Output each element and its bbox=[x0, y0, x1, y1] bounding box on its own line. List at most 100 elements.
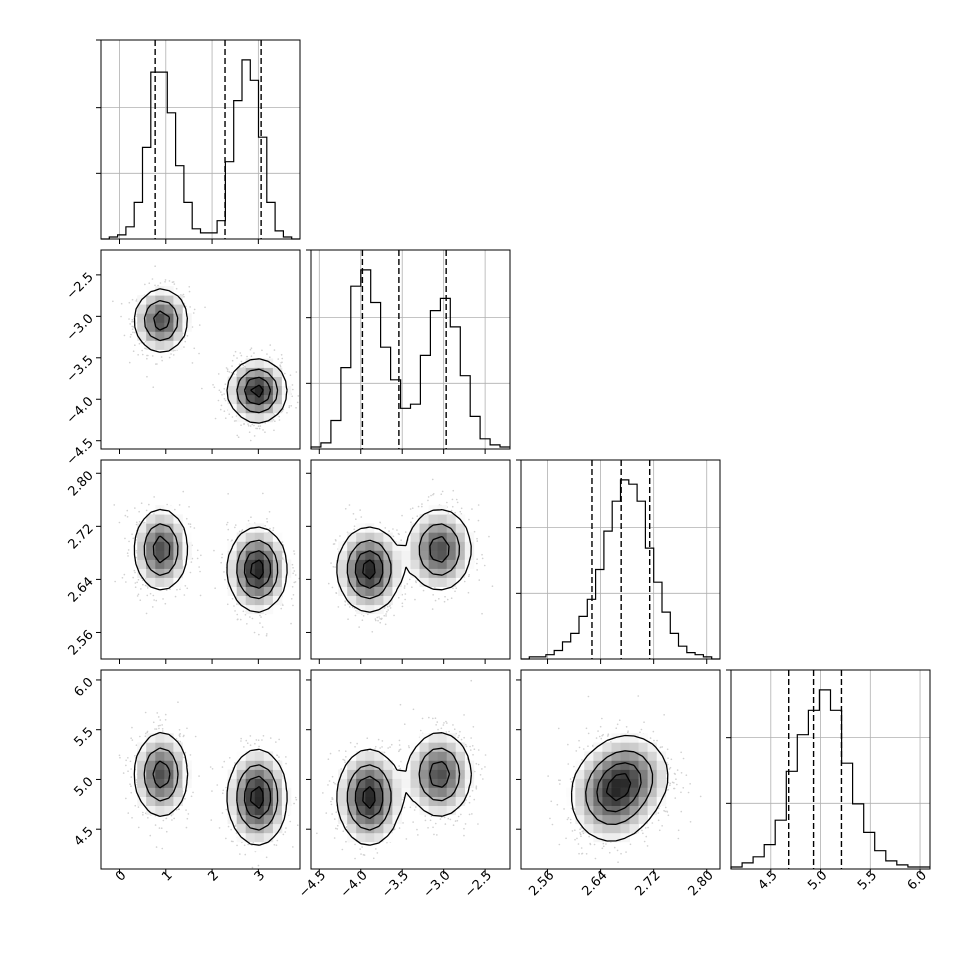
density-cell bbox=[155, 568, 165, 578]
density-cell bbox=[254, 568, 265, 578]
density-cell bbox=[446, 559, 457, 569]
density-cell bbox=[164, 541, 174, 551]
density-cell bbox=[254, 385, 265, 396]
density-cell bbox=[446, 733, 457, 743]
density-cell bbox=[428, 523, 438, 533]
density-cell bbox=[137, 313, 147, 323]
x-tick-label: 3 bbox=[252, 868, 268, 884]
density-cell bbox=[236, 385, 247, 396]
density-cell bbox=[245, 577, 256, 587]
density-cell bbox=[254, 814, 265, 825]
density-cell bbox=[593, 742, 603, 752]
hist-step-line bbox=[101, 59, 300, 240]
density-cell bbox=[155, 586, 165, 596]
density-cell bbox=[146, 322, 156, 332]
density-cell bbox=[245, 385, 256, 396]
density-cell bbox=[401, 541, 411, 551]
density-cell bbox=[638, 769, 648, 779]
density-cell bbox=[245, 559, 256, 569]
density-cell bbox=[446, 778, 457, 788]
density-cell bbox=[254, 541, 265, 551]
density-cell bbox=[245, 814, 256, 825]
density-cell bbox=[272, 541, 283, 551]
density-cell bbox=[236, 568, 247, 578]
density-cell bbox=[656, 778, 667, 788]
density-cell bbox=[464, 760, 475, 770]
density-cell bbox=[446, 550, 457, 560]
x-tick-label: 5.5 bbox=[855, 868, 880, 893]
x-tick-label: 0 bbox=[113, 868, 129, 884]
density-cell bbox=[347, 532, 357, 542]
density-cell bbox=[365, 541, 375, 551]
density-cell bbox=[155, 760, 165, 770]
density-cell bbox=[146, 550, 156, 560]
density-cell bbox=[446, 541, 457, 551]
density-cell bbox=[428, 742, 438, 752]
density-cell bbox=[392, 559, 402, 569]
density-cell bbox=[227, 385, 237, 396]
density-cell bbox=[245, 595, 256, 606]
density-cell bbox=[620, 778, 630, 788]
density-cell bbox=[146, 541, 156, 551]
density-cell bbox=[410, 550, 420, 560]
density-cell bbox=[254, 751, 265, 761]
density-cell bbox=[338, 577, 348, 587]
density-cell bbox=[611, 814, 621, 825]
y-tick-label: −2.5 bbox=[64, 270, 97, 303]
density-cell bbox=[446, 769, 457, 779]
contour-line bbox=[133, 508, 288, 613]
density-cell bbox=[419, 751, 429, 761]
density-cell bbox=[263, 577, 274, 587]
density-cell bbox=[254, 805, 265, 816]
density-cell bbox=[155, 523, 165, 533]
density-cell bbox=[281, 577, 292, 587]
density-cell bbox=[281, 394, 292, 405]
scatter-panel-1-0 bbox=[112, 265, 300, 442]
y-tick-label: 2.56 bbox=[66, 628, 97, 659]
density-cell bbox=[365, 832, 375, 843]
density-cell bbox=[254, 532, 265, 542]
density-cell bbox=[392, 796, 402, 806]
panel-content bbox=[112, 265, 300, 442]
density-cell bbox=[419, 769, 429, 779]
density-cell bbox=[137, 523, 147, 533]
density-cell bbox=[455, 787, 466, 797]
density-cell bbox=[164, 733, 174, 743]
density-cell bbox=[338, 586, 348, 596]
density-cell bbox=[137, 304, 147, 314]
density-cell bbox=[419, 559, 429, 569]
density-cell bbox=[164, 331, 174, 341]
density-cell bbox=[410, 559, 420, 569]
density-cell bbox=[647, 751, 657, 761]
panel-content bbox=[316, 679, 487, 860]
density-cell bbox=[437, 733, 447, 743]
density-cell bbox=[164, 532, 174, 542]
y-tick-label: 2.72 bbox=[66, 521, 97, 552]
density-cell bbox=[455, 550, 466, 560]
density-cell bbox=[254, 778, 265, 788]
density-cell bbox=[638, 814, 648, 825]
contour-line bbox=[152, 535, 272, 589]
density-cell bbox=[236, 823, 247, 834]
density-cell bbox=[428, 733, 438, 743]
density-cell bbox=[146, 304, 156, 314]
density-cell bbox=[263, 778, 274, 788]
density-cell bbox=[254, 595, 265, 606]
density-cell bbox=[164, 559, 174, 569]
density-cell bbox=[263, 604, 274, 615]
density-cell bbox=[263, 367, 274, 377]
contour-line bbox=[362, 786, 376, 809]
density-cell bbox=[227, 796, 237, 806]
density-cell bbox=[272, 394, 283, 405]
density-cell bbox=[365, 769, 375, 779]
density-cell bbox=[437, 742, 447, 752]
density-cell bbox=[392, 778, 402, 788]
density-cell bbox=[437, 769, 447, 779]
density-cell bbox=[602, 742, 612, 752]
density-cell bbox=[155, 340, 165, 350]
density-cell bbox=[575, 805, 585, 816]
density-cell bbox=[638, 742, 648, 752]
density-cell bbox=[236, 805, 247, 816]
density-cell bbox=[410, 568, 420, 578]
hist-frame-1 bbox=[310, 249, 511, 450]
